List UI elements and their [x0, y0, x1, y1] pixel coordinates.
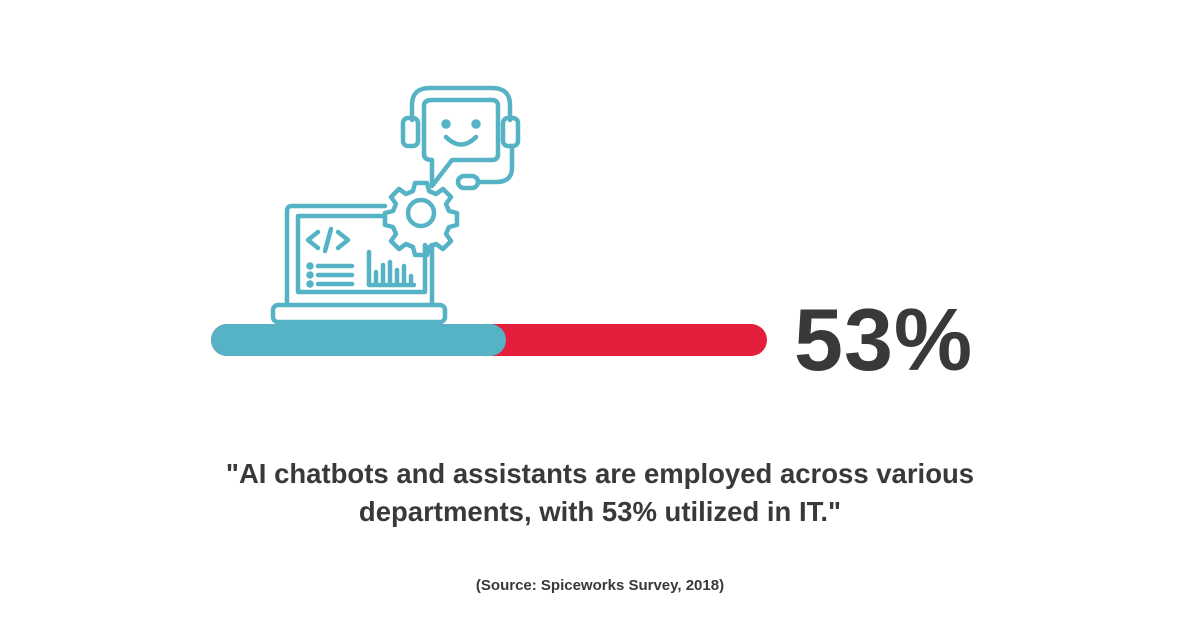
quote-text: "AI chatbots and assistants are employed…: [0, 455, 1200, 531]
progress-bar-fill: [211, 324, 506, 356]
progress-percent-label: 53%: [794, 290, 974, 389]
progress-bar: [211, 324, 767, 356]
source-citation: (Source: Spiceworks Survey, 2018): [475, 577, 725, 594]
quote-line-1: "AI chatbots and assistants are employed…: [225, 458, 975, 489]
laptop-chatbot-gear-icon: [270, 85, 521, 325]
quote-line-2: departments, with 53% utilized in IT.": [358, 496, 842, 527]
